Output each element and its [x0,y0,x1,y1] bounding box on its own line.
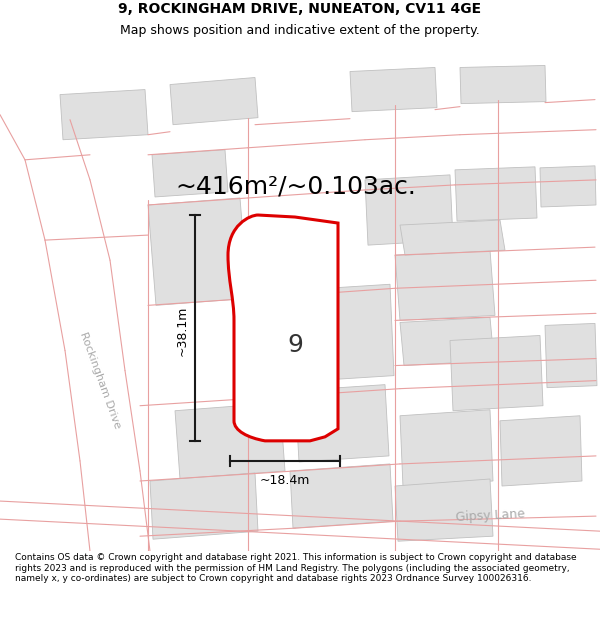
Text: Rockingham Drive: Rockingham Drive [78,331,122,431]
Polygon shape [460,66,546,104]
Polygon shape [400,318,494,366]
Polygon shape [170,78,258,125]
Text: Contains OS data © Crown copyright and database right 2021. This information is : Contains OS data © Crown copyright and d… [15,554,577,583]
Text: 9, ROCKINGHAM DRIVE, NUNEATON, CV11 4GE: 9, ROCKINGHAM DRIVE, NUNEATON, CV11 4GE [118,2,482,16]
Polygon shape [400,220,505,255]
Polygon shape [365,175,453,245]
Polygon shape [295,384,389,462]
Text: Map shows position and indicative extent of the property.: Map shows position and indicative extent… [120,24,480,38]
Polygon shape [148,198,248,306]
Polygon shape [290,464,393,528]
Polygon shape [175,402,285,479]
Polygon shape [395,250,495,321]
Text: ~416m²/~0.103ac.: ~416m²/~0.103ac. [175,175,416,199]
Polygon shape [152,150,228,197]
Text: 9: 9 [287,334,303,357]
Polygon shape [540,166,596,207]
Polygon shape [350,68,437,112]
Polygon shape [455,167,537,221]
Polygon shape [450,336,543,411]
Text: Gipsy Lane: Gipsy Lane [455,508,525,524]
Polygon shape [545,323,597,388]
Polygon shape [295,284,394,382]
Text: ~38.1m: ~38.1m [176,305,188,356]
Polygon shape [500,416,582,486]
Polygon shape [60,89,148,140]
Polygon shape [395,479,493,541]
Polygon shape [150,473,258,539]
Polygon shape [400,410,493,487]
PathPatch shape [228,215,338,441]
Text: ~18.4m: ~18.4m [260,474,310,488]
